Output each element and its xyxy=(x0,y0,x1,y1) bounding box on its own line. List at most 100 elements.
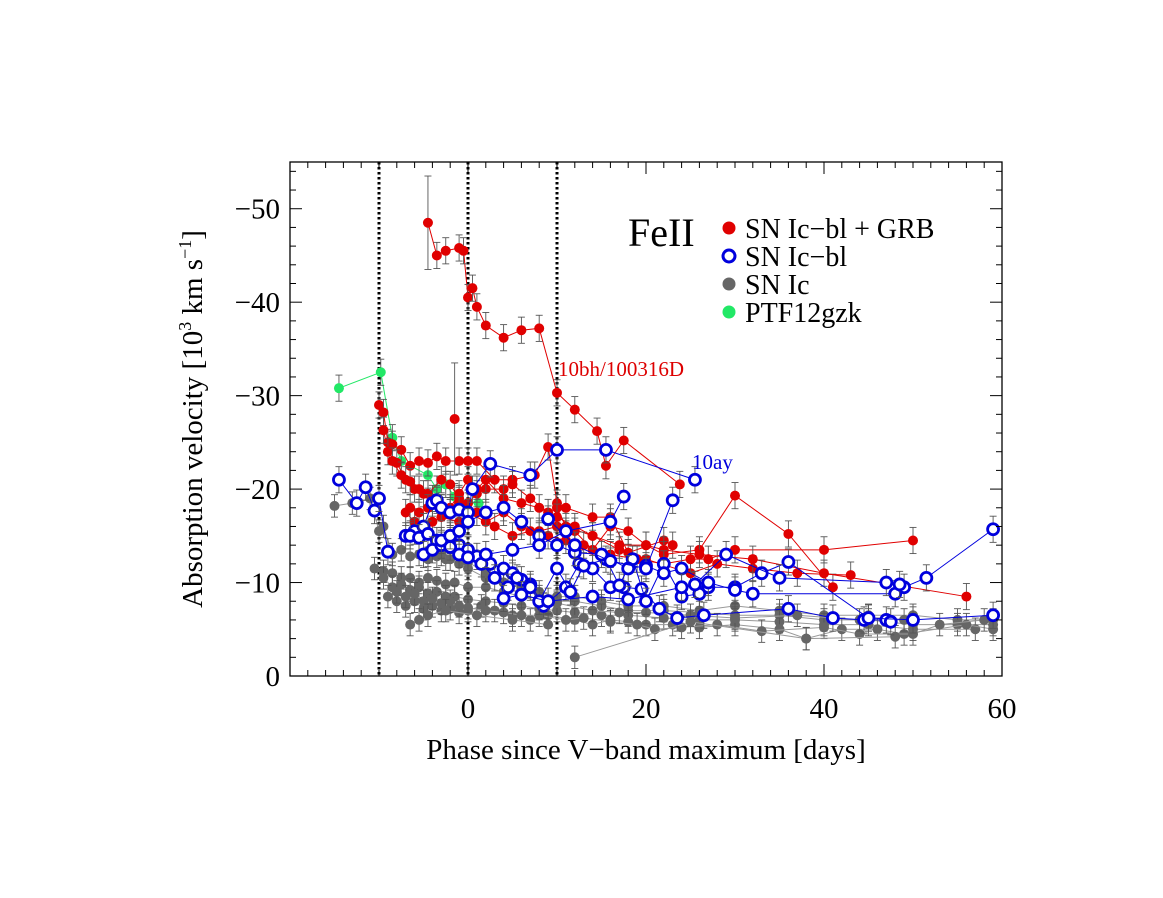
data-point xyxy=(861,611,876,625)
legend: SN Ic−bl + GRB SN Ic−bl SN Ic PTF12gzk xyxy=(721,214,934,329)
data-point xyxy=(375,367,386,378)
x-tick-label: 20 xyxy=(632,693,661,725)
data-point xyxy=(496,591,511,606)
data-point xyxy=(380,544,395,559)
data-point xyxy=(906,613,920,627)
reference-lines xyxy=(377,162,559,676)
data-point xyxy=(674,479,685,490)
data-point xyxy=(454,456,465,467)
data-point xyxy=(827,582,838,593)
data-point xyxy=(387,439,398,450)
data-point xyxy=(458,245,469,256)
data-point xyxy=(516,610,527,621)
data-point xyxy=(701,575,716,590)
data-point xyxy=(463,474,473,485)
data-point xyxy=(792,568,803,579)
data-point xyxy=(559,524,573,539)
data-point xyxy=(489,521,500,532)
data-point xyxy=(534,502,545,513)
data-point xyxy=(414,484,425,495)
legend-marker-ptf12gzk xyxy=(722,305,736,319)
data-point xyxy=(658,544,669,555)
data-point xyxy=(534,610,545,621)
legend-label-ptf12gzk: PTF12gzk xyxy=(745,298,862,329)
data-point xyxy=(730,613,740,624)
data-point xyxy=(774,624,785,635)
data-point xyxy=(440,579,451,590)
data-point xyxy=(414,456,425,467)
data-point xyxy=(563,584,578,599)
data-point xyxy=(587,512,598,523)
data-point xyxy=(332,472,346,487)
data-point xyxy=(405,572,416,583)
data-point xyxy=(719,547,733,562)
data-point xyxy=(461,514,475,529)
data-point xyxy=(463,456,473,467)
data-point xyxy=(465,482,480,496)
data-point xyxy=(387,456,398,467)
legend-label-ic: SN Ic xyxy=(745,270,810,301)
data-point xyxy=(487,570,502,585)
data-point xyxy=(599,442,613,457)
data-point xyxy=(483,456,498,471)
data-point xyxy=(463,292,473,303)
data-point xyxy=(603,514,618,529)
data-point xyxy=(612,578,627,593)
data-point xyxy=(614,607,625,618)
data-point xyxy=(986,522,1000,537)
data-point xyxy=(550,538,564,553)
data-point xyxy=(634,582,649,596)
y-tick-label: −50 xyxy=(235,194,280,226)
data-point xyxy=(501,580,515,595)
data-point xyxy=(587,530,598,541)
data-point xyxy=(792,610,803,621)
legend-label-icbl: SN Ic−bl xyxy=(745,242,847,273)
y-axis-label-main: Absorption velocity [10 xyxy=(177,331,209,608)
x-tick-label: 0 xyxy=(461,693,476,725)
series-1 xyxy=(332,436,1000,636)
data-point xyxy=(391,586,402,597)
data-point xyxy=(422,457,433,468)
data-point xyxy=(405,551,416,562)
data-point xyxy=(670,611,685,625)
data-point xyxy=(461,550,475,565)
data-point xyxy=(349,496,364,511)
data-point xyxy=(480,474,491,485)
data-point xyxy=(427,593,438,604)
y-axis-label-mid: km s xyxy=(177,259,209,322)
data-point xyxy=(409,588,420,599)
series-line xyxy=(574,621,896,658)
data-point xyxy=(550,561,564,576)
data-point xyxy=(621,592,636,607)
data-point xyxy=(422,217,433,228)
data-point xyxy=(431,451,442,462)
annotation-10ay: 10ay xyxy=(692,450,733,474)
data-point xyxy=(892,577,907,592)
data-point xyxy=(436,474,447,485)
data-point xyxy=(567,538,582,553)
annotation-10bh: 10bh/100316D xyxy=(558,357,684,381)
data-point xyxy=(400,591,411,602)
data-point xyxy=(712,619,723,630)
data-point xyxy=(478,547,493,562)
data-point xyxy=(396,470,407,481)
data-point xyxy=(745,586,760,601)
x-tick-label: 60 xyxy=(988,693,1017,725)
data-point xyxy=(405,476,416,487)
data-point xyxy=(908,628,918,639)
data-point xyxy=(952,619,963,630)
data-point xyxy=(525,493,536,504)
data-point xyxy=(879,575,894,590)
data-point xyxy=(525,614,536,625)
data-point xyxy=(908,535,918,546)
data-point xyxy=(534,323,545,334)
data-point xyxy=(587,605,598,616)
data-point xyxy=(543,619,554,630)
data-point xyxy=(665,493,680,508)
data-point xyxy=(473,498,484,509)
data-point xyxy=(641,540,651,551)
data-point xyxy=(449,414,460,424)
y-tick-label: −40 xyxy=(235,287,280,319)
x-axis-label: Phase since V−band maximum [days] xyxy=(426,734,865,766)
